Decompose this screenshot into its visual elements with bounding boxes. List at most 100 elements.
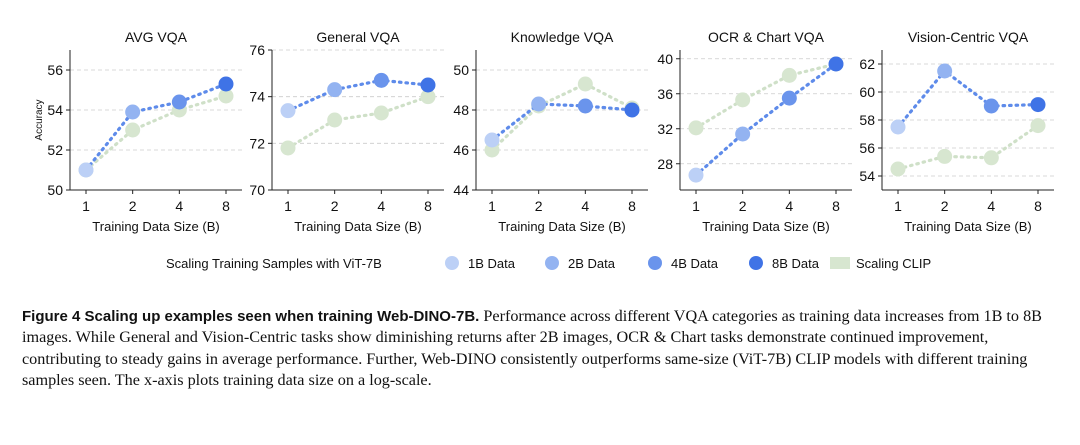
x-tick-label: 1 — [488, 198, 496, 214]
data-point-scaling-clip — [327, 112, 343, 128]
x-axis-label: Training Data Size (B) — [92, 219, 219, 234]
chart-panel-4: 54 56 58 60 62 1 2 4 8 Vision-Centric VQA Training… — [859, 29, 1054, 234]
chart-panel-0: 50 52 54 56 1 2 4 8 AVG VQA Training Data Size (B… — [34, 29, 242, 234]
x-tick-label: 2 — [129, 198, 137, 214]
series-line-web-dino — [490, 102, 634, 142]
y-tick-label: 50 — [47, 182, 63, 198]
data-point-web-dino — [171, 94, 187, 110]
data-point-web-dino — [327, 82, 343, 98]
legend-title: Scaling Training Samples with ViT-7B — [166, 256, 382, 271]
data-point-scaling-clip — [890, 161, 906, 177]
series-line-scaling-clip — [490, 82, 634, 152]
data-point-web-dino — [577, 98, 593, 114]
data-point-scaling-clip — [983, 150, 999, 166]
legend-label: 4B Data — [671, 256, 719, 271]
y-tick-label: 36 — [657, 86, 673, 102]
y-tick-label: 46 — [453, 142, 469, 158]
data-point-web-dino — [78, 162, 94, 178]
x-axis-label: Training Data Size (B) — [904, 219, 1031, 234]
y-tick-label: 76 — [249, 42, 265, 58]
data-point-web-dino — [420, 77, 436, 93]
legend-label: 8B Data — [772, 256, 820, 271]
series-line-web-dino — [694, 62, 838, 177]
data-point-web-dino — [531, 96, 547, 112]
chart-title: Knowledge VQA — [511, 29, 614, 45]
y-tick-label: 40 — [657, 51, 673, 67]
y-tick-label: 58 — [859, 112, 875, 128]
legend-label: 2B Data — [568, 256, 616, 271]
data-point-web-dino — [828, 56, 844, 72]
series-line-web-dino — [84, 82, 228, 172]
data-point-scaling-clip — [420, 89, 436, 105]
series-line-web-dino — [286, 78, 430, 113]
y-tick-label: 56 — [859, 140, 875, 156]
x-tick-label: 2 — [739, 198, 747, 214]
legend-marker — [749, 256, 763, 270]
y-tick-label: 60 — [859, 84, 875, 100]
data-point-scaling-clip — [577, 76, 593, 92]
data-point-scaling-clip — [937, 148, 953, 164]
y-tick-label: 44 — [453, 182, 469, 198]
data-point-web-dino — [125, 104, 141, 120]
data-point-web-dino — [890, 119, 906, 135]
chart-title: AVG VQA — [125, 29, 188, 45]
x-tick-label: 8 — [1034, 198, 1042, 214]
y-tick-label: 28 — [657, 156, 673, 172]
legend-label: Scaling CLIP — [856, 256, 931, 271]
y-tick-label: 74 — [249, 89, 265, 105]
x-axis-label: Training Data Size (B) — [294, 219, 421, 234]
data-point-scaling-clip — [218, 88, 234, 104]
x-tick-label: 8 — [424, 198, 432, 214]
y-tick-label: 72 — [249, 135, 265, 151]
chart-panel-3: 28 32 36 40 1 2 4 8 OCR & Chart VQA Training Data… — [657, 29, 852, 234]
data-point-web-dino — [1030, 97, 1046, 113]
data-point-web-dino — [937, 63, 953, 79]
x-tick-label: 1 — [692, 198, 700, 214]
y-tick-label: 62 — [859, 56, 875, 72]
x-tick-label: 2 — [535, 198, 543, 214]
data-point-scaling-clip — [688, 120, 704, 136]
x-tick-label: 2 — [941, 198, 949, 214]
legend-marker — [545, 256, 559, 270]
series-line-web-dino — [896, 68, 1040, 129]
y-tick-label: 70 — [249, 182, 265, 198]
data-point-web-dino — [484, 132, 500, 148]
y-tick-label: 48 — [453, 102, 469, 118]
series-line-scaling-clip — [896, 123, 1040, 171]
x-tick-label: 4 — [987, 198, 995, 214]
y-tick-label: 32 — [657, 121, 673, 137]
x-tick-label: 8 — [832, 198, 840, 214]
data-point-web-dino — [373, 72, 389, 88]
x-tick-label: 8 — [628, 198, 636, 214]
y-tick-label: 56 — [47, 62, 63, 78]
caption-text: Performance across different VQA categor… — [22, 307, 1042, 390]
chart-title: General VQA — [316, 29, 400, 45]
caption-label: Figure 4 Scaling up examples seen when t… — [22, 308, 480, 325]
x-tick-label: 1 — [284, 198, 292, 214]
x-axis-label: Training Data Size (B) — [498, 219, 625, 234]
legend-marker — [648, 256, 662, 270]
y-tick-label: 50 — [453, 62, 469, 78]
x-tick-label: 4 — [581, 198, 589, 214]
series-line-scaling-clip — [694, 62, 838, 130]
legend-swatch — [830, 257, 850, 269]
data-point-web-dino — [735, 126, 751, 142]
legend-label: 1B Data — [468, 256, 516, 271]
data-point-scaling-clip — [1030, 118, 1046, 134]
data-point-web-dino — [280, 103, 296, 119]
x-tick-label: 4 — [785, 198, 793, 214]
data-point-web-dino — [983, 98, 999, 114]
chart-title: OCR & Chart VQA — [708, 29, 825, 45]
y-tick-label: 54 — [47, 102, 63, 118]
y-tick-label: 54 — [859, 168, 875, 184]
figure-caption: Figure 4 Scaling up examples seen when t… — [22, 306, 1062, 392]
legend-marker — [445, 256, 459, 270]
x-tick-label: 1 — [894, 198, 902, 214]
chart-panel-1: 70 72 74 76 1 2 4 8 General VQA Training Data Siz… — [249, 29, 444, 234]
data-point-scaling-clip — [280, 140, 296, 156]
y-axis-label: Accuracy — [34, 99, 45, 140]
data-point-scaling-clip — [781, 67, 797, 83]
series-line-scaling-clip — [286, 95, 430, 150]
